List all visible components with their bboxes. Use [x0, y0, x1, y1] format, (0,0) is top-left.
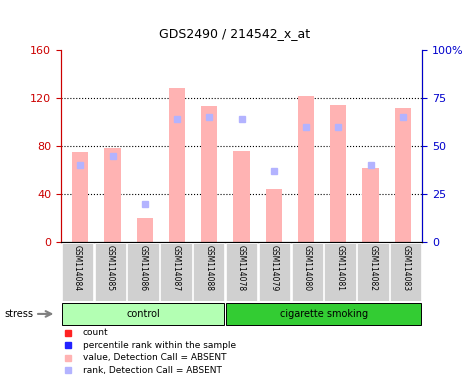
Text: cigarette smoking: cigarette smoking	[280, 309, 368, 319]
FancyBboxPatch shape	[226, 303, 421, 325]
FancyBboxPatch shape	[357, 243, 388, 301]
Text: GSM114083: GSM114083	[401, 245, 410, 291]
Text: GSM114088: GSM114088	[204, 245, 213, 291]
Text: GSM114080: GSM114080	[303, 245, 312, 291]
Bar	[105, 148, 121, 242]
FancyBboxPatch shape	[193, 243, 224, 301]
Bar	[266, 189, 282, 242]
Bar	[72, 152, 88, 242]
Bar	[137, 218, 153, 242]
FancyBboxPatch shape	[259, 243, 290, 301]
Bar	[234, 151, 250, 242]
Text: percentile rank within the sample: percentile rank within the sample	[83, 341, 236, 349]
Text: rank, Detection Call = ABSENT: rank, Detection Call = ABSENT	[83, 366, 221, 374]
Text: GSM114078: GSM114078	[237, 245, 246, 291]
FancyBboxPatch shape	[292, 243, 323, 301]
FancyBboxPatch shape	[62, 243, 93, 301]
FancyBboxPatch shape	[325, 243, 356, 301]
Text: control: control	[126, 309, 160, 319]
FancyBboxPatch shape	[128, 243, 159, 301]
Text: GSM114082: GSM114082	[368, 245, 378, 291]
Text: GSM114085: GSM114085	[106, 245, 115, 291]
FancyBboxPatch shape	[62, 303, 224, 325]
Bar	[298, 96, 314, 242]
Text: count: count	[83, 328, 108, 337]
Text: GSM114086: GSM114086	[138, 245, 148, 291]
Bar	[395, 108, 411, 242]
Bar	[201, 106, 217, 242]
Bar	[169, 88, 185, 242]
FancyBboxPatch shape	[95, 243, 126, 301]
Text: GDS2490 / 214542_x_at: GDS2490 / 214542_x_at	[159, 27, 310, 40]
Bar	[330, 105, 346, 242]
Text: GSM114084: GSM114084	[73, 245, 82, 291]
Text: GSM114087: GSM114087	[171, 245, 181, 291]
FancyBboxPatch shape	[226, 243, 257, 301]
FancyBboxPatch shape	[390, 243, 421, 301]
Text: value, Detection Call = ABSENT: value, Detection Call = ABSENT	[83, 353, 226, 362]
Text: GSM114081: GSM114081	[335, 245, 345, 291]
Bar	[363, 167, 378, 242]
FancyBboxPatch shape	[160, 243, 191, 301]
Text: GSM114079: GSM114079	[270, 245, 279, 291]
Text: stress: stress	[5, 309, 34, 319]
